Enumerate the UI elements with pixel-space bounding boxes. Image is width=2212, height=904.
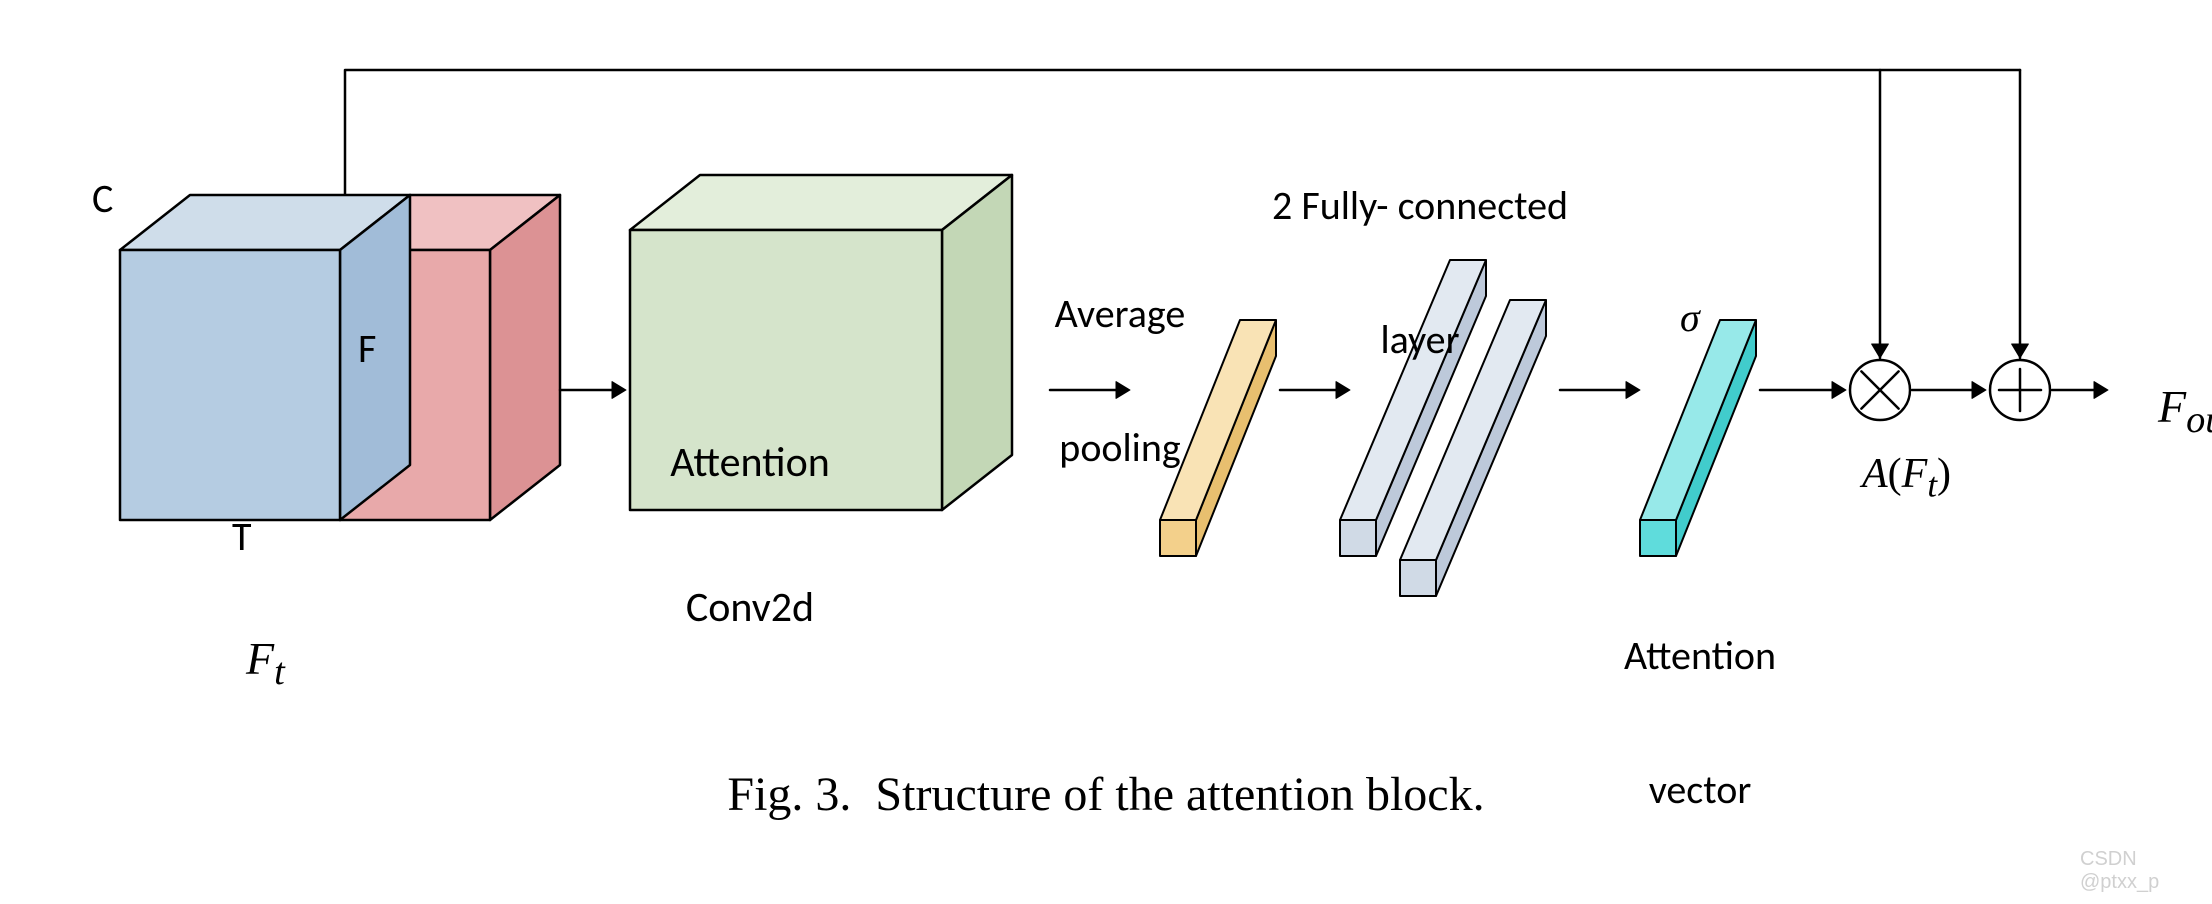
diagram-stage: C F T Ft Attention Conv2d Average poolin… [0,0,2212,878]
watermark: CSDN @ptxx_p [2080,848,2212,894]
label-fc-l1: 2 Fully- connected [1120,184,1720,229]
label-c: C [92,174,113,223]
label-fout: Fout [2112,327,2212,495]
label-aft-rp: ) [1937,451,1951,497]
figure-caption: Fig. 3. Structure of the attention block… [306,767,1906,822]
label-sigma: σ [1680,294,1700,341]
label-ft-sub: t [274,651,285,693]
label-aft-a: A [1862,451,1888,497]
label-ft: Ft [200,579,285,747]
label-t: T [232,512,252,561]
label-ft-main: F [246,633,274,684]
label-aft-f: F [1902,451,1928,497]
label-f: F [358,324,376,373]
label-fc-l2: layer [1120,318,1720,363]
label-aft-lp: ( [1888,451,1902,497]
label-aft-t: t [1927,466,1937,505]
label-aft: A(Ft) [1820,402,1951,553]
label-fout-sub: out [2186,399,2212,441]
label-attn-vector-l1: Attention [1400,634,2000,679]
label-attn-conv-l2: Conv2d [450,584,1050,632]
label-attn-vector: Attention vector [1400,544,2000,902]
label-fc: 2 Fully- connected layer [1120,94,1720,452]
label-fout-f: F [2158,381,2186,432]
